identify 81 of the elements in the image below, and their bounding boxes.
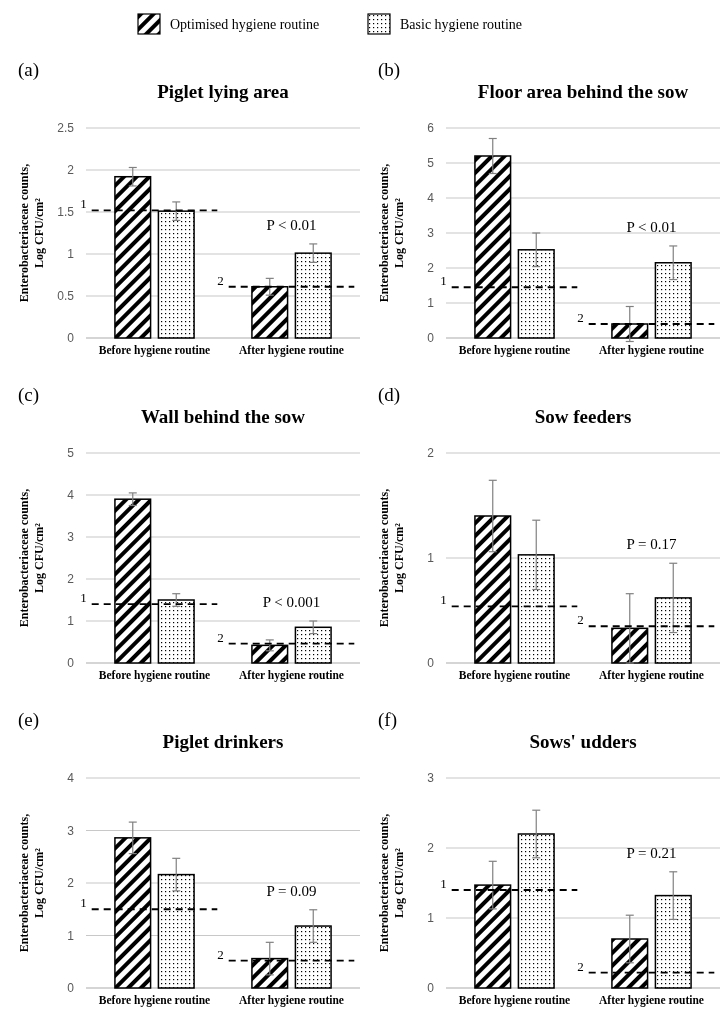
x-tick-label: Before hygiene routine: [98, 994, 211, 1007]
x-tick-label: Before hygiene routine: [98, 669, 211, 682]
annotation: 2: [217, 629, 224, 645]
y-tick-label: 1: [427, 296, 435, 311]
x-tick-label: After hygiene routine: [239, 344, 344, 357]
annotation: 1: [440, 592, 447, 608]
y-tick-label: 0: [67, 656, 75, 671]
annotation: 2: [577, 612, 584, 628]
y-tick-label: 3: [427, 771, 435, 786]
annotation: P = 0.21: [626, 844, 677, 861]
y-tick-label: 1: [67, 928, 75, 943]
y-tick-label: 2: [427, 261, 435, 276]
text: (a): [18, 59, 40, 81]
y-axis-title: Enterobacteriaceae counts, Log CFU/cm²: [17, 488, 46, 628]
y-tick-label: 2: [427, 841, 435, 856]
annotation: 1: [80, 895, 87, 911]
x-tick-label: After hygiene routine: [599, 994, 704, 1007]
chart-title: Floor area behind the sow: [477, 81, 689, 102]
y-tick-label: 1: [67, 614, 75, 629]
chart-title: Piglet drinkers: [162, 731, 284, 752]
y-tick-label: 2: [67, 876, 75, 891]
y-axis-title: Enterobacteriaceae counts, Log CFU/cm²: [17, 813, 46, 953]
y-tick-label: 1: [67, 247, 75, 262]
y-tick-label: 0: [427, 331, 435, 346]
y-tick-label: 2: [427, 446, 435, 461]
y-tick-label: 3: [427, 226, 435, 241]
legend-label: Optimised hygiene routine: [170, 17, 320, 32]
text: (e): [18, 709, 40, 731]
y-tick-label: 2: [67, 163, 75, 178]
y-axis-title: Enterobacteriaceae counts, Log CFU/cm²: [377, 163, 406, 303]
y-axis-title: Enterobacteriaceae counts, Log CFU/cm²: [17, 163, 46, 303]
annotation: P = 0.09: [266, 882, 317, 899]
y-axis-title: Enterobacteriaceae counts, Log CFU/cm²: [377, 813, 406, 953]
text: (f): [378, 709, 397, 731]
x-tick-label: Before hygiene routine: [458, 669, 571, 682]
annotation: 2: [217, 272, 224, 288]
chart-title: Wall behind the sow: [140, 406, 306, 427]
annotation: 1: [80, 196, 87, 212]
annotation: P < 0.001: [262, 594, 321, 610]
y-tick-label: 5: [67, 446, 75, 461]
annotation: 2: [577, 310, 584, 325]
y-axis-title: Enterobacteriaceae counts, Log CFU/cm²: [377, 488, 406, 628]
x-tick-label: After hygiene routine: [239, 994, 344, 1007]
y-tick-label: 0: [427, 656, 435, 671]
y-tick-label: 0: [427, 981, 435, 996]
x-tick-label: Before hygiene routine: [458, 344, 571, 357]
annotation: 1: [80, 590, 87, 606]
annotation: 2: [217, 946, 224, 962]
y-tick-label: 6: [427, 121, 435, 136]
text: (b): [378, 59, 401, 81]
y-tick-label: 0: [67, 981, 75, 996]
text: (c): [18, 384, 40, 406]
chart-title: Sows' udders: [529, 731, 637, 752]
y-tick-label: 3: [67, 823, 75, 838]
annotation: 1: [440, 876, 447, 891]
y-tick-label: 1.5: [57, 205, 75, 220]
x-tick-label: Before hygiene routine: [458, 994, 571, 1007]
y-tick-label: 1: [427, 911, 435, 926]
x-tick-label: After hygiene routine: [239, 669, 344, 682]
y-tick-label: 1: [427, 551, 435, 566]
y-tick-label: 4: [427, 191, 435, 206]
annotation: P < 0.01: [626, 218, 677, 235]
annotation: P = 0.17: [626, 536, 677, 553]
x-tick-label: After hygiene routine: [599, 344, 704, 357]
chart-title: Piglet lying area: [157, 81, 290, 102]
y-tick-label: 2.5: [57, 121, 75, 136]
x-tick-label: After hygiene routine: [599, 669, 704, 682]
annotation: 2: [577, 958, 584, 974]
x-tick-label: Before hygiene routine: [98, 344, 211, 357]
y-tick-label: 5: [427, 156, 435, 171]
y-tick-label: 3: [67, 530, 75, 545]
y-tick-label: 4: [67, 771, 75, 786]
text: (d): [378, 384, 401, 406]
y-tick-label: 2: [67, 572, 75, 587]
legend-label: Basic hygiene routine: [400, 17, 523, 32]
y-tick-label: 4: [67, 488, 75, 503]
annotation: P < 0.01: [266, 216, 317, 233]
y-tick-label: 0.5: [57, 289, 75, 304]
annotation: 1: [440, 273, 447, 289]
y-tick-label: 0: [67, 331, 75, 346]
chart-title: Sow feeders: [534, 406, 632, 427]
